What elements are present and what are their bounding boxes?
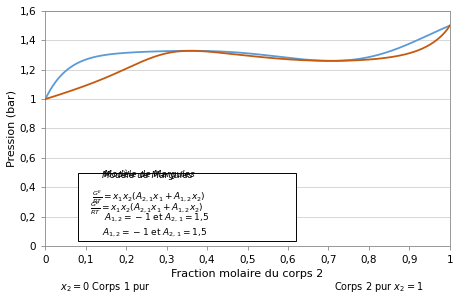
- Text: Modèle de Margules: Modèle de Margules: [104, 169, 194, 179]
- Text: $x_2 = 0$ Corps 1 pur: $x_2 = 0$ Corps 1 pur: [60, 280, 150, 294]
- X-axis label: Fraction molaire du corps 2: Fraction molaire du corps 2: [171, 269, 323, 279]
- Y-axis label: Pression (bar): Pression (bar): [7, 90, 17, 167]
- FancyBboxPatch shape: [78, 173, 296, 241]
- Text: $\frac{G^E}{RT} = x_1 x_2(A_{2,1} x_1 + A_{1,2} x_2)$: $\frac{G^E}{RT} = x_1 x_2(A_{2,1} x_1 + …: [92, 188, 205, 206]
- Text: $A_{1,2} = -1$ et $A_{2,1} = 1{,}5$: $A_{1,2} = -1$ et $A_{2,1} = 1{,}5$: [104, 212, 208, 224]
- Text: Modèle de Margules: Modèle de Margules: [102, 171, 192, 180]
- Text: Corps 2 pur $x_2 = 1$: Corps 2 pur $x_2 = 1$: [333, 280, 422, 294]
- Text: $A_{1,2} = -1$ et $A_{2,1} = 1{,}5$: $A_{1,2} = -1$ et $A_{2,1} = 1{,}5$: [102, 227, 207, 239]
- Text: $\frac{G^E}{RT} = x_1 x_2(A_{2,1} x_1 + A_{1,2} x_2)$: $\frac{G^E}{RT} = x_1 x_2(A_{2,1} x_1 + …: [90, 199, 203, 217]
